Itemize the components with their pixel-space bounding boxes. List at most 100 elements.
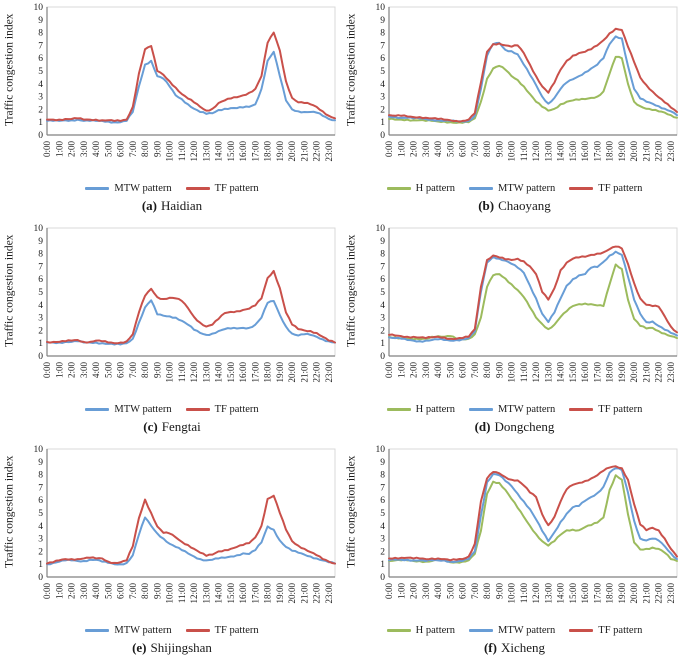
x-tick-label: 10:00 bbox=[507, 583, 517, 604]
x-tick-label: 14:00 bbox=[214, 141, 224, 162]
y-tick-label: 6 bbox=[380, 54, 385, 64]
y-tick-label: 6 bbox=[380, 275, 385, 285]
legend-item-tf-pattern: TF pattern bbox=[569, 404, 642, 415]
legend-label-mtw-pattern: MTW pattern bbox=[498, 404, 556, 415]
y-tick-label: 9 bbox=[380, 16, 385, 26]
legend-label-mtw-pattern: MTW pattern bbox=[114, 625, 172, 636]
x-tick-label: 8:00 bbox=[482, 141, 492, 158]
legend-label-h-pattern: H pattern bbox=[415, 625, 456, 636]
x-tick-label: 8:00 bbox=[140, 362, 150, 379]
x-tick-label: 6:00 bbox=[458, 362, 468, 379]
x-tick-label: 13:00 bbox=[201, 141, 211, 162]
y-tick-label: 7 bbox=[38, 41, 43, 51]
legend-item-mtw-pattern: MTW pattern bbox=[85, 183, 172, 194]
y-tick-label: 8 bbox=[38, 29, 43, 39]
x-tick-label: 18:00 bbox=[605, 141, 615, 162]
x-tick-label: 5:00 bbox=[103, 141, 113, 158]
y-tick-label: 3 bbox=[38, 535, 43, 545]
x-tick-label: 19:00 bbox=[617, 362, 627, 383]
x-tick-label: 3:00 bbox=[421, 141, 431, 158]
y-tick-label: 2 bbox=[380, 326, 385, 336]
y-tick-label: 6 bbox=[38, 496, 43, 506]
legend-swatch-tf-pattern bbox=[569, 408, 594, 411]
x-tick-label: 19:00 bbox=[617, 583, 627, 604]
caption-label: (f) bbox=[483, 640, 497, 655]
x-tick-label: 9:00 bbox=[152, 141, 162, 158]
x-tick-label: 7:00 bbox=[128, 583, 138, 600]
y-tick-label: 10 bbox=[376, 3, 386, 13]
legend-swatch-tf-pattern bbox=[185, 629, 210, 632]
y-tick-label: 0 bbox=[38, 352, 43, 362]
legend-label-mtw-pattern: MTW pattern bbox=[114, 404, 172, 415]
x-tick-label: 9:00 bbox=[494, 583, 504, 600]
x-tick-label: 5:00 bbox=[103, 583, 113, 600]
y-tick-label: 8 bbox=[38, 471, 43, 481]
y-tick-label: 4 bbox=[380, 522, 385, 532]
y-tick-label: 1 bbox=[380, 339, 385, 349]
x-tick-label: 20:00 bbox=[287, 362, 297, 383]
x-tick-label: 7:00 bbox=[128, 362, 138, 379]
series-line-mtw-pattern bbox=[46, 50, 336, 124]
x-tick-label: 0:00 bbox=[42, 583, 52, 600]
y-axis-title: Traffic congestion index bbox=[3, 455, 16, 568]
y-tick-label: 1 bbox=[38, 560, 43, 570]
y-tick-label: 7 bbox=[380, 41, 385, 51]
x-tick-label: 23:00 bbox=[324, 141, 334, 162]
y-tick-label: 10 bbox=[34, 3, 44, 13]
legend-label-tf-pattern: TF pattern bbox=[598, 625, 643, 636]
series-line-tf-pattern bbox=[46, 494, 336, 565]
x-tick-label: 12:00 bbox=[189, 583, 199, 604]
caption-name: Dongcheng bbox=[494, 419, 555, 434]
x-tick-label: 4:00 bbox=[91, 141, 101, 158]
plot-wrap: Traffic congestion index 0 1 2 3 4 5 6 7 8 9 10 0:0… bbox=[344, 223, 685, 401]
caption-label: (b) bbox=[478, 198, 495, 213]
series-line-tf-pattern bbox=[46, 269, 336, 345]
legend-label-tf-pattern: TF pattern bbox=[214, 404, 259, 415]
legend-label-mtw-pattern: MTW pattern bbox=[498, 183, 556, 194]
x-tick-label: 0:00 bbox=[384, 583, 394, 600]
x-tick-label: 22:00 bbox=[312, 583, 322, 604]
x-tick-label: 13:00 bbox=[201, 583, 211, 604]
legend-swatch-mtw-pattern bbox=[469, 629, 494, 632]
x-tick-label: 2:00 bbox=[409, 141, 419, 158]
x-tick-label: 18:00 bbox=[605, 583, 615, 604]
x-tick-label: 21:00 bbox=[641, 141, 651, 162]
x-tick-label: 7:00 bbox=[470, 141, 480, 158]
legend-item-mtw-pattern: MTW pattern bbox=[469, 625, 555, 636]
x-tick-label: 19:00 bbox=[275, 141, 285, 162]
legend-label-tf-pattern: TF pattern bbox=[214, 183, 259, 194]
caption-xicheng: (f) Xicheng bbox=[344, 640, 685, 656]
chart-cell-dongcheng: Traffic congestion index 0 1 2 3 4 5 6 7 8 9 10 0:0… bbox=[342, 221, 685, 442]
x-tick-label: 10:00 bbox=[165, 141, 175, 162]
y-tick-label: 3 bbox=[38, 314, 43, 324]
y-tick-label: 9 bbox=[380, 458, 385, 468]
y-axis-title: Traffic congestion index bbox=[3, 13, 16, 126]
x-tick-label: 10:00 bbox=[507, 362, 517, 383]
legend-fengtai: MTW pattern TF pattern bbox=[2, 402, 342, 417]
y-tick-label: 8 bbox=[38, 250, 43, 260]
legend-chaoyang: H pattern MTW pattern TF pattern bbox=[344, 181, 685, 196]
y-tick-label: 1 bbox=[38, 339, 43, 349]
caption-label: (e) bbox=[132, 640, 147, 655]
plot-border bbox=[46, 6, 336, 136]
plot-area-xicheng: 0 1 2 3 4 5 6 7 8 9 10 0:00 1:00 2:00 3:00 4:00 5:00 6:00… bbox=[376, 445, 678, 604]
legend-swatch-mtw-pattern bbox=[469, 187, 494, 190]
x-tick-label: 16:00 bbox=[580, 362, 590, 383]
chart-cell-chaoyang: Traffic congestion index 0 1 2 3 4 5 6 7 8 9 10 0:0… bbox=[342, 0, 685, 221]
legend-swatch-h-pattern bbox=[386, 408, 411, 411]
series-line-mtw-pattern bbox=[388, 250, 678, 343]
legend-label-mtw-pattern: MTW pattern bbox=[498, 625, 556, 636]
legend-item-mtw-pattern: MTW pattern bbox=[469, 183, 555, 194]
x-tick-label: 5:00 bbox=[445, 141, 455, 158]
y-tick-label: 2 bbox=[38, 326, 43, 336]
x-tick-label: 2:00 bbox=[67, 141, 77, 158]
legend-label-h-pattern: H pattern bbox=[415, 183, 456, 194]
x-tick-label: 17:00 bbox=[592, 362, 602, 383]
x-tick-label: 15:00 bbox=[568, 583, 578, 604]
x-tick-label: 23:00 bbox=[666, 362, 676, 383]
caption-label: (a) bbox=[141, 198, 157, 213]
x-tick-label: 18:00 bbox=[263, 141, 273, 162]
x-tick-label: 10:00 bbox=[507, 141, 517, 162]
x-tick-label: 23:00 bbox=[666, 583, 676, 604]
y-tick-label: 2 bbox=[380, 105, 385, 115]
